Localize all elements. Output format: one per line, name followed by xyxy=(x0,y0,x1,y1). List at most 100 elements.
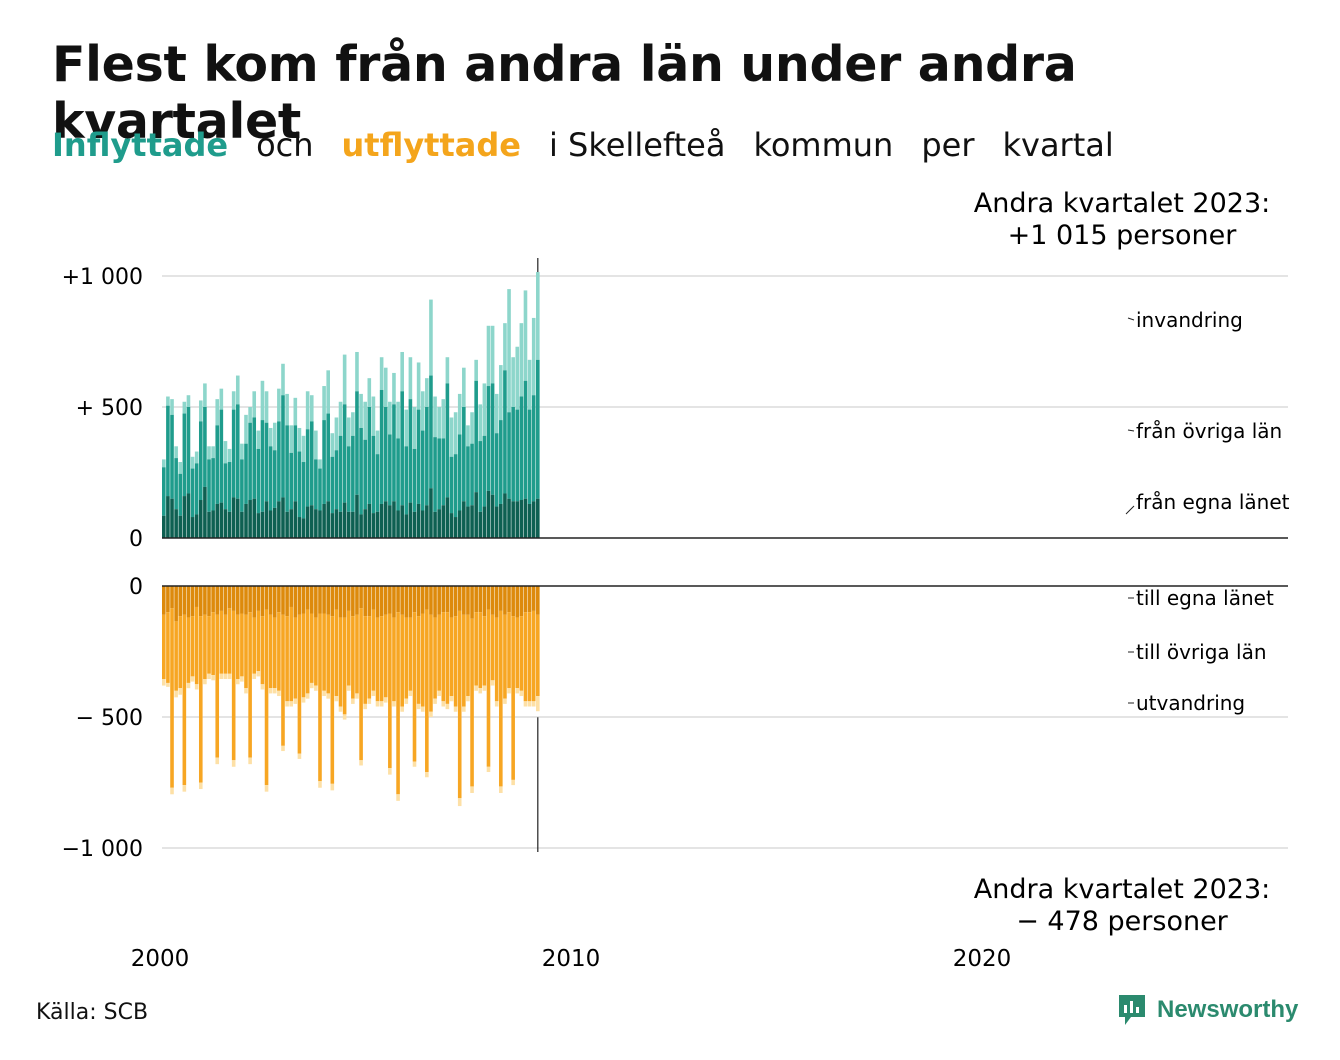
bar-in-invandring xyxy=(441,399,446,439)
bar-in-egna-lanet xyxy=(334,509,339,538)
bar-out-utvandring xyxy=(190,676,195,682)
bar-in-invandring xyxy=(301,435,306,463)
bar-in-egna-lanet xyxy=(186,493,191,538)
bar-out-utvandring xyxy=(396,794,400,801)
bar-out-utvandring xyxy=(223,673,228,680)
bar-in-egna-lanet xyxy=(219,502,224,538)
bar-out-utvandring xyxy=(235,679,240,685)
bar-in-ovriga-lan xyxy=(256,448,261,514)
bar-out-utvandring xyxy=(355,693,359,699)
bar-in-egna-lanet xyxy=(231,497,236,538)
bar-out-ovriga-lan xyxy=(252,617,257,674)
bar-out-utvandring xyxy=(408,690,413,697)
bar-in-ovriga-lan xyxy=(527,409,532,504)
bar-in-invandring xyxy=(474,359,478,381)
series-label-out: till övriga län xyxy=(1136,640,1267,664)
grid-lines xyxy=(162,275,1288,849)
bar-out-ovriga-lan xyxy=(470,618,474,787)
bar-out-ovriga-lan xyxy=(215,614,220,758)
bar-in-ovriga-lan xyxy=(322,420,326,504)
bar-in-egna-lanet xyxy=(297,517,302,538)
bar-in-invandring xyxy=(433,396,437,438)
bar-out-ovriga-lan xyxy=(256,610,261,672)
bar-in-ovriga-lan xyxy=(523,380,528,499)
bar-out-egna-lanet xyxy=(174,586,178,622)
bar-out-utvandring xyxy=(219,673,224,680)
bar-out-egna-lanet xyxy=(211,586,215,613)
bar-out-egna-lanet xyxy=(231,586,236,611)
bar-in-ovriga-lan xyxy=(281,395,285,498)
bar-out-ovriga-lan xyxy=(412,612,417,762)
bar-out-ovriga-lan xyxy=(227,608,232,674)
bar-out-utvandring xyxy=(256,671,261,677)
bar-out-egna-lanet xyxy=(330,586,335,617)
bar-in-invandring xyxy=(388,401,392,435)
bar-in-egna-lanet xyxy=(277,501,281,538)
bar-out-ovriga-lan xyxy=(404,617,409,699)
bar-out-ovriga-lan xyxy=(433,617,437,699)
bar-out-egna-lanet xyxy=(305,586,310,610)
bar-in-ovriga-lan xyxy=(166,405,170,497)
bar-in-invandring xyxy=(392,372,396,405)
bar-out-ovriga-lan xyxy=(342,617,347,715)
bar-in-egna-lanet xyxy=(523,498,528,538)
bar-out-egna-lanet xyxy=(441,586,446,613)
bar-out-ovriga-lan xyxy=(170,608,174,788)
bar-in-invandring xyxy=(400,351,404,392)
bar-in-invandring xyxy=(367,378,372,407)
bar-in-ovriga-lan xyxy=(457,434,462,511)
bar-out-utvandring xyxy=(490,680,495,686)
bar-out-ovriga-lan xyxy=(248,612,252,758)
bar-out-ovriga-lan xyxy=(474,612,478,686)
bar-out-utvandring xyxy=(326,693,330,699)
bar-out-egna-lanet xyxy=(445,586,450,613)
bar-out-utvandring xyxy=(519,690,524,697)
bar-in-egna-lanet xyxy=(527,503,532,538)
bar-out-egna-lanet xyxy=(289,586,294,607)
bar-in-ovriga-lan xyxy=(359,427,363,515)
bar-in-invandring xyxy=(174,446,178,459)
bar-out-egna-lanet xyxy=(416,586,421,617)
bar-out-utvandring xyxy=(277,690,281,697)
bar-out-utvandring xyxy=(162,679,166,686)
annotation-bottom-line1: Andra kvartalet 2023: xyxy=(974,874,1270,905)
bar-in-egna-lanet xyxy=(203,486,207,538)
bar-out-ovriga-lan xyxy=(445,612,450,704)
bar-in-egna-lanet xyxy=(174,509,178,538)
bar-in-egna-lanet xyxy=(404,514,409,538)
bar-out-egna-lanet xyxy=(223,586,228,615)
bar-in-ovriga-lan xyxy=(170,414,174,499)
bar-in-invandring xyxy=(429,299,433,376)
bar-in-egna-lanet xyxy=(244,503,248,538)
bar-out-ovriga-lan xyxy=(351,616,355,699)
annotation-top-line1: Andra kvartalet 2023: xyxy=(974,188,1270,219)
bar-out-utvandring xyxy=(289,701,294,707)
bar-in-egna-lanet xyxy=(531,501,536,538)
bar-out-egna-lanet xyxy=(227,586,232,609)
bar-in-invandring xyxy=(231,391,236,410)
bar-out-egna-lanet xyxy=(248,586,252,613)
bar-in-egna-lanet xyxy=(260,511,265,538)
bar-in-egna-lanet xyxy=(305,506,310,538)
bar-in-invandring xyxy=(330,433,335,457)
bar-out-egna-lanet xyxy=(256,586,261,611)
bar-in-egna-lanet xyxy=(170,498,174,538)
bar-in-egna-lanet xyxy=(457,510,462,538)
bar-out-ovriga-lan xyxy=(289,606,294,702)
bar-out-utvandring xyxy=(433,698,437,704)
bar-in-invandring xyxy=(314,430,318,460)
bar-in-ovriga-lan xyxy=(227,462,232,512)
bar-out-ovriga-lan xyxy=(264,609,269,786)
bar-out-egna-lanet xyxy=(264,586,269,610)
bar-in-ovriga-lan xyxy=(297,451,302,518)
bar-in-invandring xyxy=(449,417,454,457)
bar-in-ovriga-lan xyxy=(392,404,396,502)
bar-in-egna-lanet xyxy=(326,501,330,538)
bar-in-invandring xyxy=(486,325,491,387)
series-label-out: till egna länet xyxy=(1136,586,1274,610)
bar-in-egna-lanet xyxy=(162,515,166,538)
bar-in-invandring xyxy=(272,422,277,451)
bar-out-egna-lanet xyxy=(252,586,257,618)
bar-out-utvandring xyxy=(338,706,343,712)
bar-out-ovriga-lan xyxy=(425,609,429,773)
